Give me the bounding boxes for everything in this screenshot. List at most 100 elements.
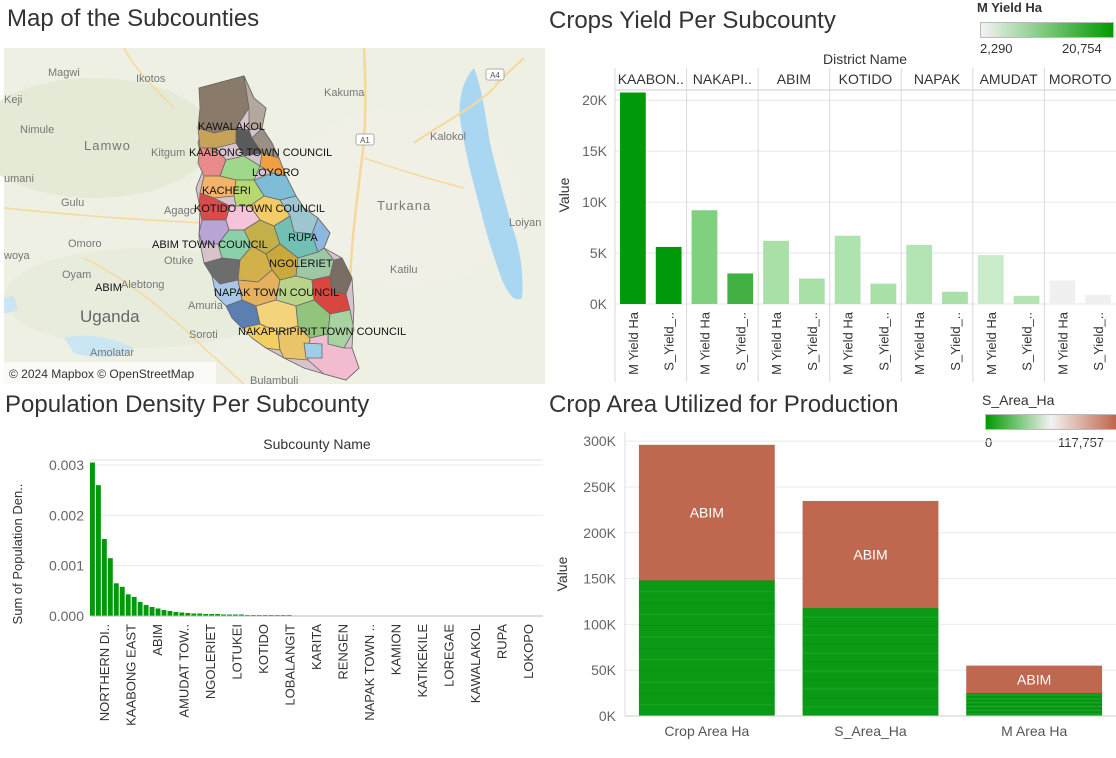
area-bar-abim-segment xyxy=(638,444,775,581)
place-label: Kalokol xyxy=(430,131,466,143)
density-bar xyxy=(239,614,244,616)
density-bar xyxy=(215,613,221,616)
place-label: Katilu xyxy=(390,264,418,276)
density-bar xyxy=(131,596,137,616)
segment-label: ABIM xyxy=(853,547,887,563)
place-label: Nimule xyxy=(20,124,54,136)
density-bar xyxy=(268,614,274,616)
subcounty-label: ABIM xyxy=(95,282,122,294)
x-tick-label: LOKOPO xyxy=(521,624,536,679)
x-tick-label: M Yield Ha xyxy=(984,311,999,375)
x-tick-label: KAWALAKOL xyxy=(468,624,483,703)
density-bar xyxy=(185,612,191,616)
x-tick-label: S_Yield_.. xyxy=(805,312,820,371)
place-labels: Magwi Ikotos Kakuma Nimule Lamwo Kitgum … xyxy=(3,67,541,387)
map-terrain xyxy=(284,108,524,288)
y-axis-label: Value xyxy=(556,177,572,212)
place-label: Magwi xyxy=(48,67,80,79)
y-tick-label: 0.003 xyxy=(49,457,84,473)
subcounty-polygons[interactable] xyxy=(195,75,360,381)
area-legend-max: 117,757 xyxy=(1058,435,1105,450)
density-bar xyxy=(280,614,286,616)
density-bar xyxy=(107,558,113,616)
yield-bar xyxy=(763,240,789,304)
place-label-fragment: Keji xyxy=(4,94,22,106)
x-tick-label: NAPAK TOWN .. xyxy=(362,624,377,721)
subcounty-label: ABIM TOWN COUNCIL xyxy=(152,239,268,251)
y-tick-label: 20K xyxy=(582,92,608,108)
place-label: Lamwo xyxy=(84,138,131,153)
lake-kyoga xyxy=(64,335,134,358)
density-bar xyxy=(101,539,107,616)
x-tick-label: KATIKEKILE xyxy=(415,624,430,698)
water-edge xyxy=(4,296,18,314)
segment-label: ABIM xyxy=(690,505,724,521)
x-tick-label: ABIM xyxy=(150,624,165,656)
density-bar xyxy=(143,604,149,616)
lake-turkana xyxy=(459,68,523,300)
y-tick-label: 0.001 xyxy=(49,558,84,574)
density-bar xyxy=(113,583,119,616)
density-bar xyxy=(203,613,209,616)
yield-bar xyxy=(655,246,682,304)
density-bar xyxy=(161,609,167,616)
yield-legend-min: 2,290 xyxy=(980,41,1013,56)
group-header: MOROTO xyxy=(1049,71,1112,87)
y-tick-label: 200K xyxy=(583,525,616,541)
x-tick-label: M Area Ha xyxy=(1001,723,1067,739)
map-attribution[interactable]: © 2024 Mapbox © OpenStreetMap xyxy=(9,367,194,381)
x-tick-label: S_Yield_.. xyxy=(948,312,963,371)
place-label: Soroti xyxy=(189,329,218,341)
x-tick-label: Crop Area Ha xyxy=(664,723,749,739)
subcounty-polygon[interactable] xyxy=(303,342,323,359)
density-bar xyxy=(227,614,232,616)
density-bar xyxy=(155,608,161,616)
road xyxy=(363,157,465,189)
subcounty-polygon[interactable] xyxy=(311,217,331,253)
x-tick-label: RENGEN xyxy=(336,624,351,680)
x-tick-label: S_Yield_.. xyxy=(733,312,748,371)
x-tick-label: KAMION xyxy=(389,624,404,675)
group-header: NAKAPI.. xyxy=(693,71,752,87)
yield-bar xyxy=(1049,280,1076,304)
density-bar xyxy=(173,611,179,616)
subcounty-map[interactable]: A4 A1 xyxy=(0,47,545,387)
y-axis-label: Value xyxy=(554,556,570,591)
area-legend-title: S_Area_Ha xyxy=(982,392,1055,408)
y-tick-label: 100K xyxy=(583,616,616,632)
subcounty-label: KAABONG TOWN COUNCIL xyxy=(189,147,332,159)
y-tick-label: 15K xyxy=(582,143,608,159)
yield-bar xyxy=(691,210,718,304)
y-tick-label: 0.000 xyxy=(49,608,84,624)
yield-legend-gradient xyxy=(980,22,1114,38)
yield-chart: District Name 0K 5K 10K 15K 20K Value KAABON.. M… xyxy=(556,51,1116,382)
road xyxy=(123,47,175,109)
place-label: Loiyan xyxy=(509,217,541,229)
subcounty-label: NAKAPIRIPIRIT TOWN COUNCIL xyxy=(238,326,406,338)
x-axis-title: Subcounty Name xyxy=(263,436,371,452)
place-label: Amolatar xyxy=(90,347,134,359)
road-shield-a1-label: A1 xyxy=(360,136,370,145)
density-chart: Subcounty Name 0.000 0.001 0.002 0.003 Sum of… xyxy=(10,436,543,726)
yield-chart-title: Crops Yield Per Subcounty xyxy=(549,7,836,34)
x-tick-label: S_Yield_.. xyxy=(1091,312,1106,371)
x-tick-label: KOTIDO xyxy=(256,624,271,674)
country-label: Uganda xyxy=(80,307,140,326)
x-tick-label: NORTHERN DI.. xyxy=(97,624,112,721)
x-tick-label: S_Yield_.. xyxy=(876,312,891,371)
yield-bar xyxy=(977,255,1004,304)
group-header: NAPAK xyxy=(914,71,961,87)
group-header: KOTIDO xyxy=(839,71,893,87)
subcounty-label: KAWALAKOL xyxy=(198,121,265,133)
road-shield-a1 xyxy=(355,133,375,146)
x-tick-label: KARITA xyxy=(309,624,324,670)
subcounty-label: NAPAK TOWN COUNCIL xyxy=(214,287,339,299)
subcounty-label: KACHERI xyxy=(202,185,251,197)
y-tick-label: 300K xyxy=(583,433,616,449)
road xyxy=(3,207,205,224)
place-label: Gulu xyxy=(61,197,84,209)
yield-bar xyxy=(942,291,968,304)
yield-bar xyxy=(1085,294,1111,304)
density-bar xyxy=(125,594,131,616)
place-label-fragment: woya xyxy=(3,250,31,262)
